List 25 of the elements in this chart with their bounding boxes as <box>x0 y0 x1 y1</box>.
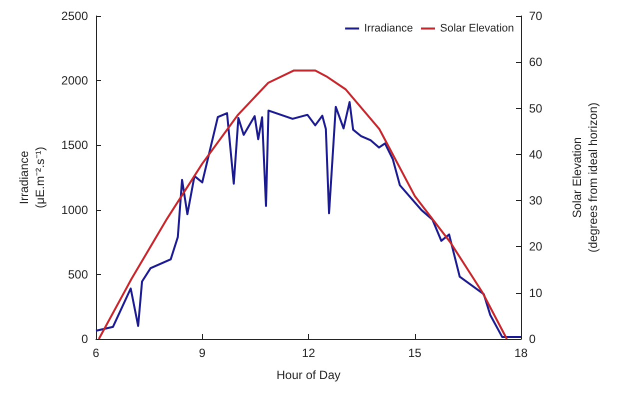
y-tick-label: 0 <box>81 332 88 346</box>
y2-tick-label: 10 <box>529 286 543 300</box>
line-series <box>98 69 508 340</box>
y-tick-label: 2500 <box>61 9 88 23</box>
y2-tick-label: 0 <box>529 332 536 346</box>
y2-tick-label: 50 <box>529 101 543 116</box>
y2-axis-title: Solar Elevation (degrees from ideal horizon) <box>570 102 600 253</box>
y2-tick-label: 30 <box>529 194 543 208</box>
y-tick-label: 2000 <box>61 74 88 88</box>
y2-tick-label: 20 <box>529 240 543 254</box>
y-axis-title: Irradiance (μE.m⁻².s⁻¹) <box>17 146 47 208</box>
y-tick-label: 500 <box>68 267 88 282</box>
x-tick-label: 6 <box>92 346 100 360</box>
x-tick-label: 18 <box>514 346 528 360</box>
x-tick-label: 9 <box>198 346 206 360</box>
x-tick-label: 12 <box>302 346 316 360</box>
legend-label: Irradiance <box>364 22 414 34</box>
y-tick-label: 1000 <box>61 202 88 217</box>
legend-label: Solar Elevation <box>440 22 514 34</box>
y-tick-label: 1500 <box>61 138 88 152</box>
y2-tick-label: 60 <box>529 55 543 70</box>
y2-tick-label: 40 <box>529 147 543 162</box>
x-tick-label: 15 <box>408 346 422 360</box>
x-axis-title: Hour of Day <box>276 368 341 382</box>
y2-tick-label: 70 <box>529 9 543 23</box>
